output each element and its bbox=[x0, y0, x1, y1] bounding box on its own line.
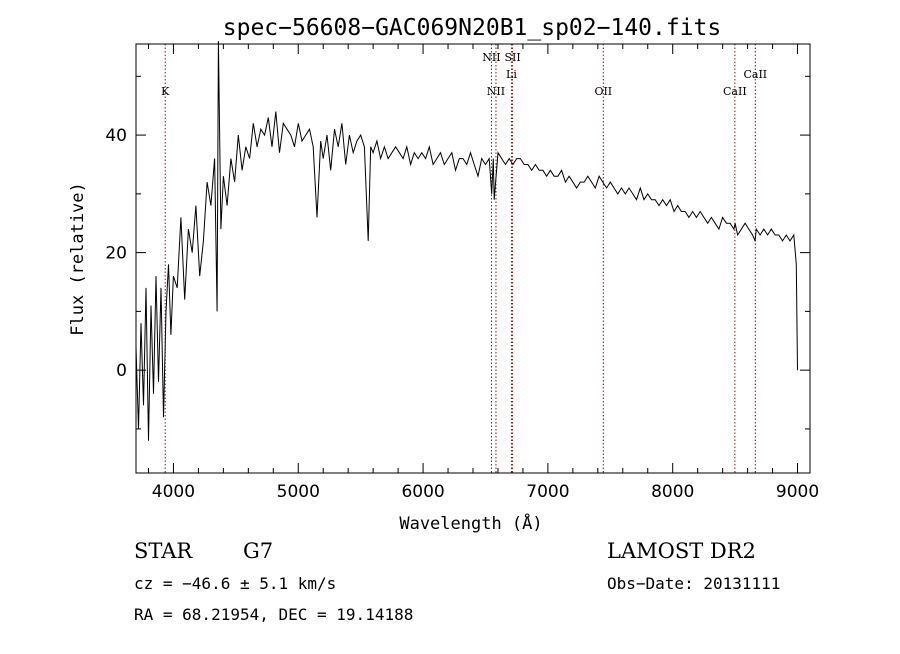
y-tick-label: 40 bbox=[105, 126, 127, 146]
x-tick-label: 9000 bbox=[776, 482, 819, 502]
redshift-cz: cz = −46.6 ± 5.1 km/s bbox=[134, 574, 336, 593]
spectral-line-label: NII bbox=[482, 51, 500, 64]
spectral-line-label: Li bbox=[506, 68, 517, 81]
y-tick-label: 20 bbox=[105, 244, 127, 264]
object-class: STAR bbox=[134, 539, 193, 563]
spectrum-series-line bbox=[135, 41, 798, 441]
survey-name: LAMOST DR2 bbox=[607, 539, 756, 563]
spectral-line-label: OII bbox=[594, 85, 612, 98]
chart-title: spec−56608−GAC069N20B1_sp02−140.fits bbox=[223, 15, 722, 41]
x-axis-label: Wavelength (Å) bbox=[399, 512, 542, 534]
series-layer bbox=[135, 41, 798, 441]
x-tick-label: 5000 bbox=[277, 482, 320, 502]
observation-date: Obs−Date: 20131111 bbox=[607, 574, 780, 593]
y-axis-label: Flux (relative) bbox=[68, 182, 88, 336]
x-tick-label: 7000 bbox=[526, 482, 569, 502]
x-tick-label: 6000 bbox=[401, 482, 444, 502]
plot-frame bbox=[135, 43, 811, 474]
spectral-line-label: K bbox=[161, 85, 170, 98]
y-tick-label: 0 bbox=[116, 361, 127, 381]
spectral-line-label: NII bbox=[487, 85, 505, 98]
spectral-line-label: CaII bbox=[723, 85, 747, 98]
x-tick-label: 8000 bbox=[651, 482, 694, 502]
axis-ticks: 4000 5000 6000 7000 8000 9000 0 20 40 bbox=[105, 44, 819, 502]
object-subclass: G7 bbox=[243, 539, 273, 563]
spectral-line-label: CaII bbox=[743, 68, 767, 81]
spectral-line-label: SII bbox=[504, 51, 520, 64]
x-tick-label: 4000 bbox=[152, 482, 195, 502]
ra-dec-coordinates: RA = 68.21954, DEC = 19.14188 bbox=[134, 605, 413, 624]
